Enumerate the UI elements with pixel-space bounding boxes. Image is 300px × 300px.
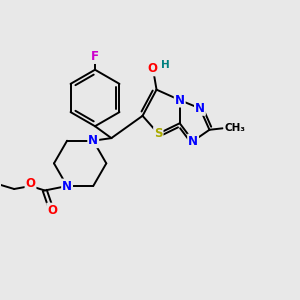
- Text: O: O: [47, 204, 57, 217]
- Text: O: O: [148, 62, 158, 75]
- Text: S: S: [154, 127, 163, 140]
- Text: N: N: [175, 94, 185, 106]
- Text: O: O: [26, 177, 35, 190]
- Text: N: N: [188, 135, 198, 148]
- Text: N: N: [62, 179, 72, 193]
- Text: N: N: [88, 134, 98, 147]
- Text: N: N: [195, 102, 205, 115]
- Text: F: F: [91, 50, 99, 63]
- Text: F: F: [91, 50, 99, 63]
- Text: CH₃: CH₃: [224, 123, 245, 133]
- Text: H: H: [161, 60, 170, 70]
